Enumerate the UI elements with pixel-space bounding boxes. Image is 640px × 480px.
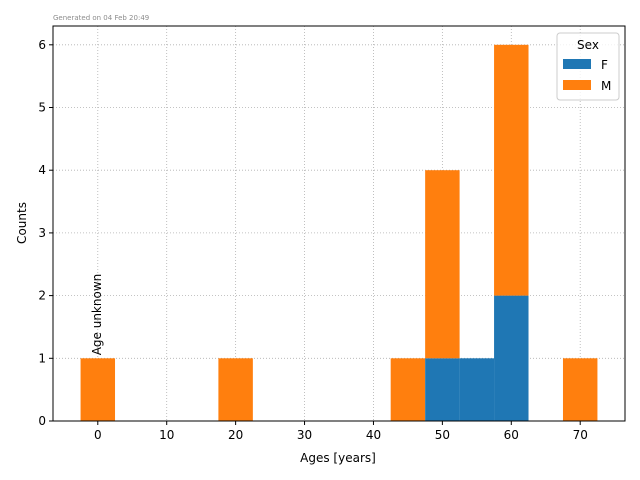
y-tick-label: 3: [38, 226, 46, 240]
y-tick-label: 0: [38, 414, 46, 428]
x-tick-label: 60: [504, 428, 519, 442]
x-tick-label: 10: [159, 428, 174, 442]
y-tick-label: 1: [38, 351, 46, 365]
legend-swatch-F: [563, 59, 591, 69]
axes: [52, 25, 626, 422]
legend-title: Sex: [577, 38, 599, 52]
bar-M-50: [425, 170, 460, 359]
bar-F-55: [459, 358, 495, 421]
bars: [80, 44, 598, 421]
y-axis-label: Counts: [15, 202, 29, 244]
x-tick-label: 50: [435, 428, 450, 442]
y-tick-label: 4: [38, 163, 46, 177]
x-tick-label: 0: [94, 428, 102, 442]
bar-M-20: [218, 358, 253, 421]
x-tick-label: 20: [228, 428, 243, 442]
y-tick-label: 6: [38, 38, 46, 52]
generated-timestamp: Generated on 04 Feb 20:49: [53, 14, 150, 22]
bar-M-70: [562, 358, 598, 421]
y-tick-label: 2: [38, 289, 46, 303]
legend-label-F: F: [601, 58, 608, 72]
legend-swatch-M: [563, 80, 591, 90]
bar-M-60: [494, 44, 529, 296]
bar-F-50: [425, 358, 460, 421]
y-tick-label: 5: [38, 101, 46, 115]
bar-M-45: [390, 358, 426, 421]
x-tick-label: 40: [366, 428, 381, 442]
grid: [53, 26, 625, 422]
x-tick-label: 30: [297, 428, 312, 442]
x-tick-label: 70: [573, 428, 588, 442]
legend-label-M: M: [601, 79, 611, 93]
x-axis-label: Ages [years]: [300, 451, 376, 465]
ticks: 0 10 20 30 40 50 60 70 0 1 2 3 4 5 6: [38, 38, 587, 442]
plot-frame: [52, 25, 626, 422]
annotation-age-unknown: Age unknown: [90, 274, 104, 356]
bar-F-60: [494, 295, 529, 421]
bar-M-0: [80, 358, 116, 421]
